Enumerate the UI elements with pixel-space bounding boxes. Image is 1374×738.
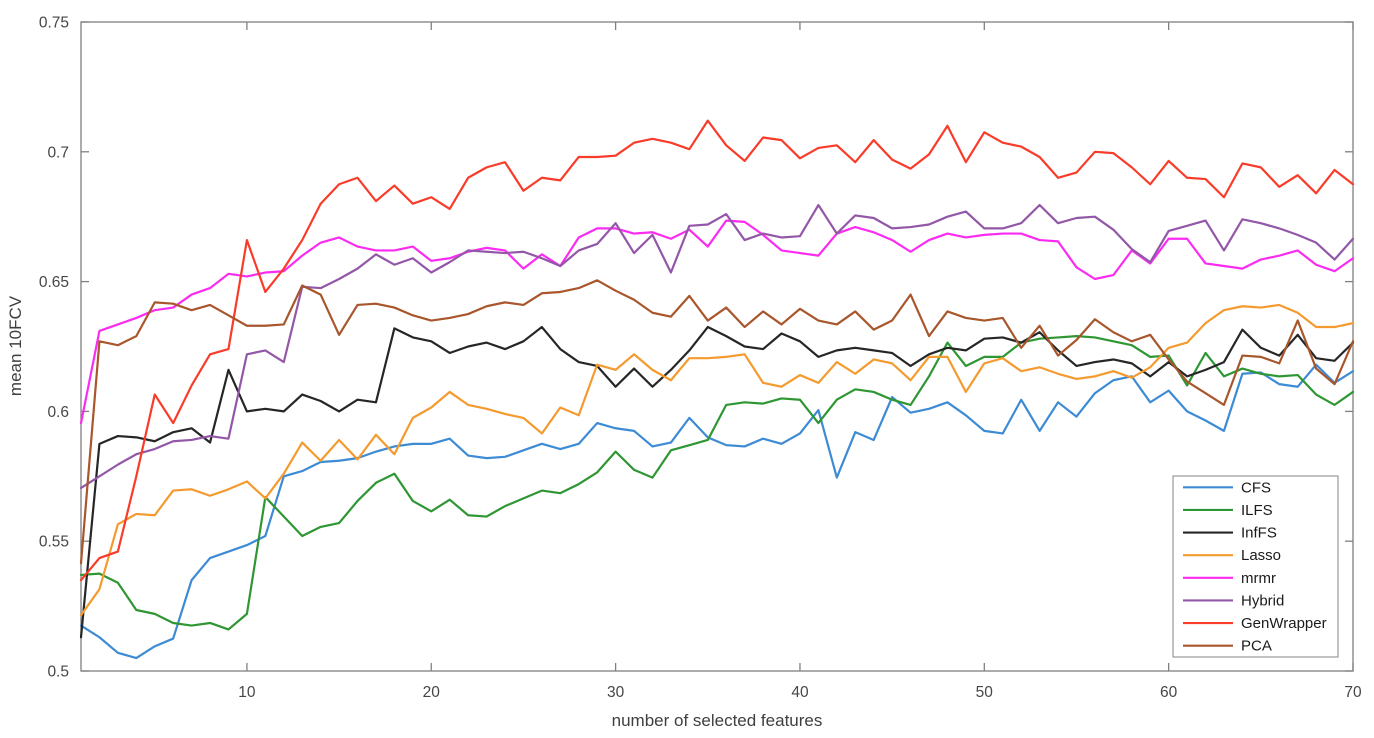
legend-label-Lasso: Lasso <box>1241 547 1281 564</box>
x-tick-label: 40 <box>791 684 809 701</box>
legend-label-GenWrapper: GenWrapper <box>1241 615 1327 632</box>
legend-label-CFS: CFS <box>1241 479 1271 496</box>
y-tick-label: 0.55 <box>39 534 69 551</box>
x-tick-label: 30 <box>607 684 625 701</box>
axes-box <box>80 21 1354 672</box>
series-line-ILFS <box>79 335 1355 631</box>
y-tick-label: 0.6 <box>47 404 69 421</box>
series-line-PCA <box>79 279 1355 565</box>
legend-label-PCA: PCA <box>1241 638 1272 655</box>
x-tick-label: 20 <box>423 684 441 701</box>
series-line-Hybrid <box>79 203 1355 490</box>
legend-label-Hybrid: Hybrid <box>1241 592 1284 609</box>
y-tick-label: 0.5 <box>47 664 69 681</box>
x-axis-label: number of selected features <box>612 711 823 730</box>
series-line-CFS <box>79 363 1355 660</box>
x-tick-label: 60 <box>1160 684 1178 701</box>
x-tick-label: 10 <box>238 684 256 701</box>
series-line-InfFS <box>79 325 1355 639</box>
y-axis-label: mean 10FCV <box>6 295 25 396</box>
series-line-Lasso <box>79 303 1355 617</box>
legend-label-InfFS: InfFS <box>1241 525 1277 542</box>
y-tick-label: 0.65 <box>39 274 69 291</box>
y-tick-label: 0.75 <box>39 15 69 32</box>
legend-label-ILFS: ILFS <box>1241 502 1273 519</box>
legend-label-mrmr: mrmr <box>1241 570 1276 587</box>
legend-box <box>1172 475 1339 658</box>
y-tick-label: 0.7 <box>47 144 69 161</box>
x-tick-label: 70 <box>1344 684 1362 701</box>
series-line-GenWrapper <box>79 119 1355 582</box>
x-tick-label: 50 <box>976 684 994 701</box>
